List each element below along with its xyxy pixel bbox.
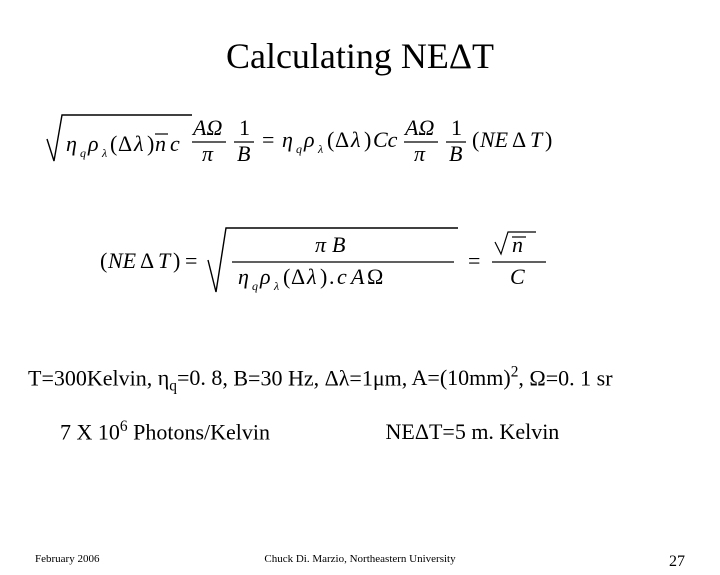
svg-text:NE: NE bbox=[479, 127, 509, 152]
svg-text:T: T bbox=[158, 248, 172, 273]
svg-text:AΩ: AΩ bbox=[403, 115, 434, 140]
svg-text:): ) bbox=[173, 248, 180, 273]
footer-page-number: 27 bbox=[669, 553, 685, 571]
svg-text:C: C bbox=[510, 264, 525, 289]
footer-author: Chuck Di. Marzio, Northeastern Universit… bbox=[0, 553, 720, 565]
svg-text:1: 1 bbox=[239, 115, 250, 140]
svg-text:B: B bbox=[449, 141, 462, 166]
svg-text:.: . bbox=[329, 264, 335, 289]
svg-text:n: n bbox=[512, 232, 523, 257]
svg-text:η: η bbox=[66, 131, 77, 156]
svg-text:q: q bbox=[80, 146, 86, 160]
param-B: B=30 Hz bbox=[233, 365, 313, 390]
svg-text:η: η bbox=[238, 264, 249, 289]
svg-text:Cc: Cc bbox=[373, 127, 398, 152]
svg-text:Δ: Δ bbox=[335, 127, 349, 152]
svg-text:(: ( bbox=[100, 248, 107, 273]
svg-text:): ) bbox=[147, 131, 154, 156]
param-T: T=300Kelvin bbox=[28, 365, 147, 390]
svg-text:q: q bbox=[296, 142, 302, 156]
svg-text:(: ( bbox=[472, 127, 479, 152]
parameters-line: T=300Kelvin, ηq=0. 8, B=30 Hz, Δλ=1μm, A… bbox=[0, 364, 720, 396]
slide-title: Calculating NEΔT bbox=[0, 35, 720, 77]
svg-text:Ω: Ω bbox=[367, 264, 383, 289]
svg-text:λ: λ bbox=[306, 264, 317, 289]
svg-text:ρ: ρ bbox=[303, 127, 315, 152]
equation-1: η q ρ λ ( Δ λ ) n c AΩ π 1 B = η q ρ λ bbox=[0, 105, 720, 182]
svg-text:Δ: Δ bbox=[291, 264, 305, 289]
svg-text:(: ( bbox=[110, 131, 117, 156]
svg-text:(: ( bbox=[327, 127, 334, 152]
svg-text:η: η bbox=[282, 127, 293, 152]
svg-text:π: π bbox=[315, 232, 327, 257]
footer-date: February 2006 bbox=[35, 553, 99, 565]
svg-text:AΩ: AΩ bbox=[191, 115, 222, 140]
svg-text:1: 1 bbox=[451, 115, 462, 140]
results-line: 7 X 106 Photons/Kelvin NEΔT=5 m. Kelvin bbox=[0, 418, 720, 445]
param-Omega: Ω=0. 1 sr bbox=[529, 365, 612, 390]
param-A: A=(10mm)2 bbox=[412, 365, 519, 390]
svg-text:): ) bbox=[320, 264, 327, 289]
svg-text:λ: λ bbox=[133, 131, 144, 156]
svg-text:λ: λ bbox=[317, 142, 323, 156]
svg-text:=: = bbox=[262, 127, 274, 152]
svg-text:λ: λ bbox=[273, 279, 279, 293]
svg-text:Δ: Δ bbox=[512, 127, 526, 152]
svg-text:): ) bbox=[545, 127, 552, 152]
svg-text:n: n bbox=[155, 131, 166, 156]
svg-text:=: = bbox=[468, 248, 480, 273]
svg-text:λ: λ bbox=[350, 127, 361, 152]
svg-text:λ: λ bbox=[101, 146, 107, 160]
result-nedt: NEΔT=5 m. Kelvin bbox=[386, 419, 560, 445]
svg-text:ρ: ρ bbox=[259, 264, 271, 289]
svg-text:NE: NE bbox=[107, 248, 137, 273]
param-eta: ηq=0. 8 bbox=[158, 365, 223, 390]
svg-text:B: B bbox=[237, 141, 250, 166]
svg-text:B: B bbox=[332, 232, 345, 257]
svg-text:c: c bbox=[170, 131, 180, 156]
svg-text:q: q bbox=[252, 279, 258, 293]
svg-text:(: ( bbox=[283, 264, 290, 289]
svg-text:T: T bbox=[530, 127, 544, 152]
svg-text:c: c bbox=[337, 264, 347, 289]
svg-text:): ) bbox=[364, 127, 371, 152]
result-photons: 7 X 106 Photons/Kelvin bbox=[60, 418, 270, 445]
svg-text:π: π bbox=[414, 141, 426, 166]
svg-text:Δ: Δ bbox=[118, 131, 132, 156]
svg-text:π: π bbox=[202, 141, 214, 166]
svg-text:ρ: ρ bbox=[87, 131, 99, 156]
svg-text:Δ: Δ bbox=[140, 248, 154, 273]
svg-text:=: = bbox=[185, 248, 197, 273]
svg-text:A: A bbox=[349, 264, 365, 289]
equation-2: ( NE Δ T ) = π B η q ρ λ ( Δ λ ) . c A Ω bbox=[0, 220, 720, 309]
param-Dlambda: Δλ=1μm bbox=[325, 365, 402, 390]
